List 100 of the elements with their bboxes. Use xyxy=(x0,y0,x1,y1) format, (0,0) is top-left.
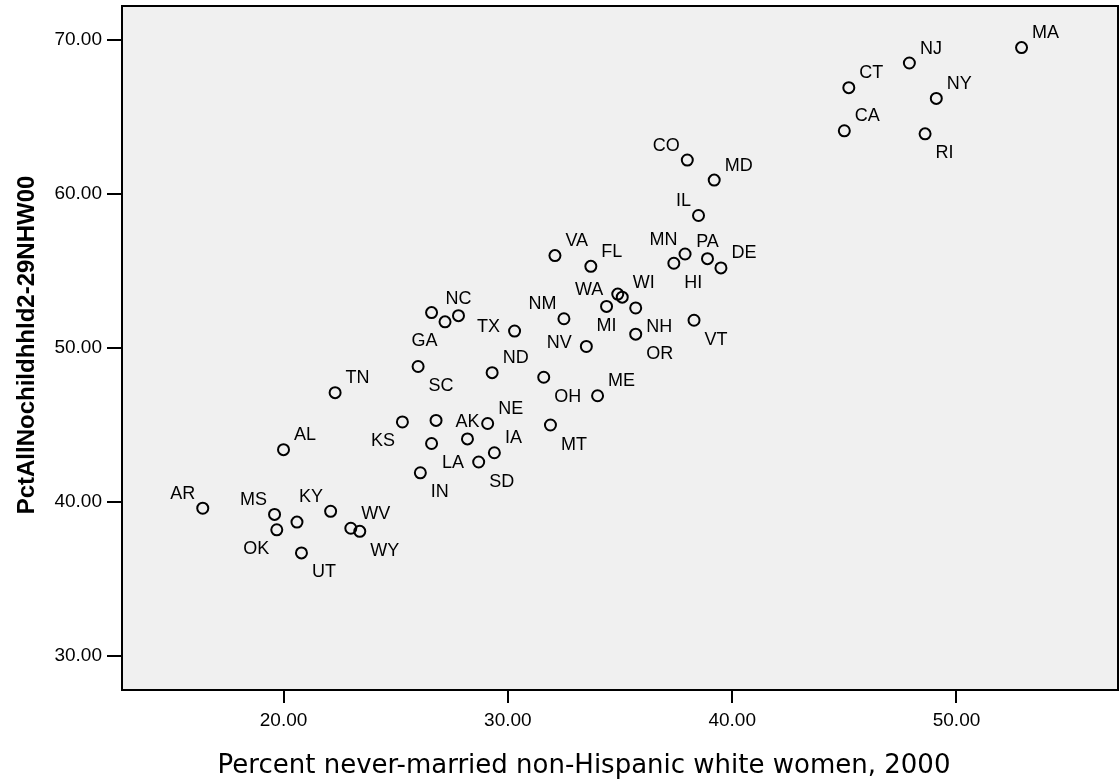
point xyxy=(328,386,342,400)
data-label: HI xyxy=(684,271,703,292)
data-label: IN xyxy=(430,481,449,502)
y-tick-label: 50.00 xyxy=(54,336,102,358)
data-label: PA xyxy=(696,231,719,252)
point xyxy=(485,366,499,380)
point xyxy=(548,249,562,263)
data-label: VT xyxy=(704,328,728,349)
point xyxy=(395,415,409,429)
data-label: ND xyxy=(502,347,529,368)
point xyxy=(918,127,932,141)
point xyxy=(629,301,643,315)
point xyxy=(629,327,643,341)
point xyxy=(268,507,282,521)
data-label: MI xyxy=(596,314,617,335)
data-label: AR xyxy=(170,482,196,503)
point xyxy=(557,312,571,326)
point xyxy=(1015,41,1029,55)
data-label: MS xyxy=(240,488,268,509)
point xyxy=(411,359,425,373)
x-tick-label: 30.00 xyxy=(484,708,532,730)
point xyxy=(600,299,614,313)
point xyxy=(611,287,625,301)
data-label: AK xyxy=(455,411,480,432)
point xyxy=(687,313,701,327)
point xyxy=(487,446,501,460)
data-label: MA xyxy=(1032,22,1060,43)
data-label: IL xyxy=(676,190,692,211)
point xyxy=(714,261,728,275)
y-tick-label: 70.00 xyxy=(54,28,102,50)
point xyxy=(277,443,291,457)
data-label: CA xyxy=(854,105,880,126)
point xyxy=(591,389,605,403)
x-axis-title: Percent never-married non-Hispanic white women, 2000 xyxy=(217,749,951,779)
data-label: OR xyxy=(646,342,674,363)
data-label: UT xyxy=(311,561,336,582)
data-label: RI xyxy=(935,142,954,163)
data-label: FL xyxy=(601,240,623,261)
data-label: SD xyxy=(489,470,515,491)
point xyxy=(700,252,714,266)
y-tick-label: 30.00 xyxy=(54,644,102,666)
point xyxy=(270,523,284,537)
data-label: MD xyxy=(724,154,753,175)
point xyxy=(537,370,551,384)
point xyxy=(837,124,851,138)
point xyxy=(842,81,856,95)
y-axis-title: PctAllNochildhhld2-29NHW00 xyxy=(12,175,39,515)
data-label: NV xyxy=(546,331,572,352)
point xyxy=(290,515,304,529)
data-label: TN xyxy=(345,367,370,388)
data-label: NC xyxy=(445,288,472,309)
y-tick-label: 60.00 xyxy=(54,182,102,204)
point xyxy=(707,173,721,187)
point xyxy=(543,418,557,432)
y-tick-label: 40.00 xyxy=(54,490,102,512)
data-label: NM xyxy=(528,293,557,314)
data-label: OK xyxy=(243,538,270,559)
point xyxy=(678,247,692,261)
point xyxy=(294,546,308,560)
data-label: DE xyxy=(731,242,757,263)
point xyxy=(460,432,474,446)
data-label: GA xyxy=(411,330,438,351)
data-label: VA xyxy=(565,230,589,251)
point xyxy=(579,339,593,353)
point xyxy=(425,437,439,451)
data-label: WV xyxy=(361,502,391,523)
data-label: SC xyxy=(428,374,454,395)
data-label: KS xyxy=(370,430,395,451)
data-label: NE xyxy=(498,397,524,418)
data-label: ME xyxy=(608,370,636,391)
data-label: MT xyxy=(560,433,587,454)
data-label: KY xyxy=(299,485,324,506)
data-label: TX xyxy=(477,316,501,337)
point xyxy=(324,504,338,518)
x-tick-label: 50.00 xyxy=(932,708,981,730)
data-label: NJ xyxy=(919,37,942,58)
data-label: NH xyxy=(646,316,673,337)
point xyxy=(584,259,598,273)
point xyxy=(425,306,439,320)
data-label: WI xyxy=(632,271,655,292)
point xyxy=(451,309,465,323)
data-label: NY xyxy=(946,72,972,93)
data-label: MN xyxy=(649,228,678,249)
point xyxy=(680,153,694,167)
data-label: WA xyxy=(574,279,604,300)
point xyxy=(344,521,358,535)
point xyxy=(481,416,495,430)
x-tick-label: 40.00 xyxy=(708,708,756,730)
point xyxy=(508,324,522,338)
data-label: OH xyxy=(554,385,582,406)
point xyxy=(196,501,210,515)
data-label: CT xyxy=(859,62,884,83)
point xyxy=(353,524,367,538)
data-label: IA xyxy=(504,427,522,448)
point xyxy=(615,290,629,304)
point xyxy=(413,466,427,480)
point xyxy=(429,413,443,427)
point xyxy=(929,91,943,105)
data-label: CO xyxy=(652,134,680,155)
point xyxy=(667,256,681,270)
